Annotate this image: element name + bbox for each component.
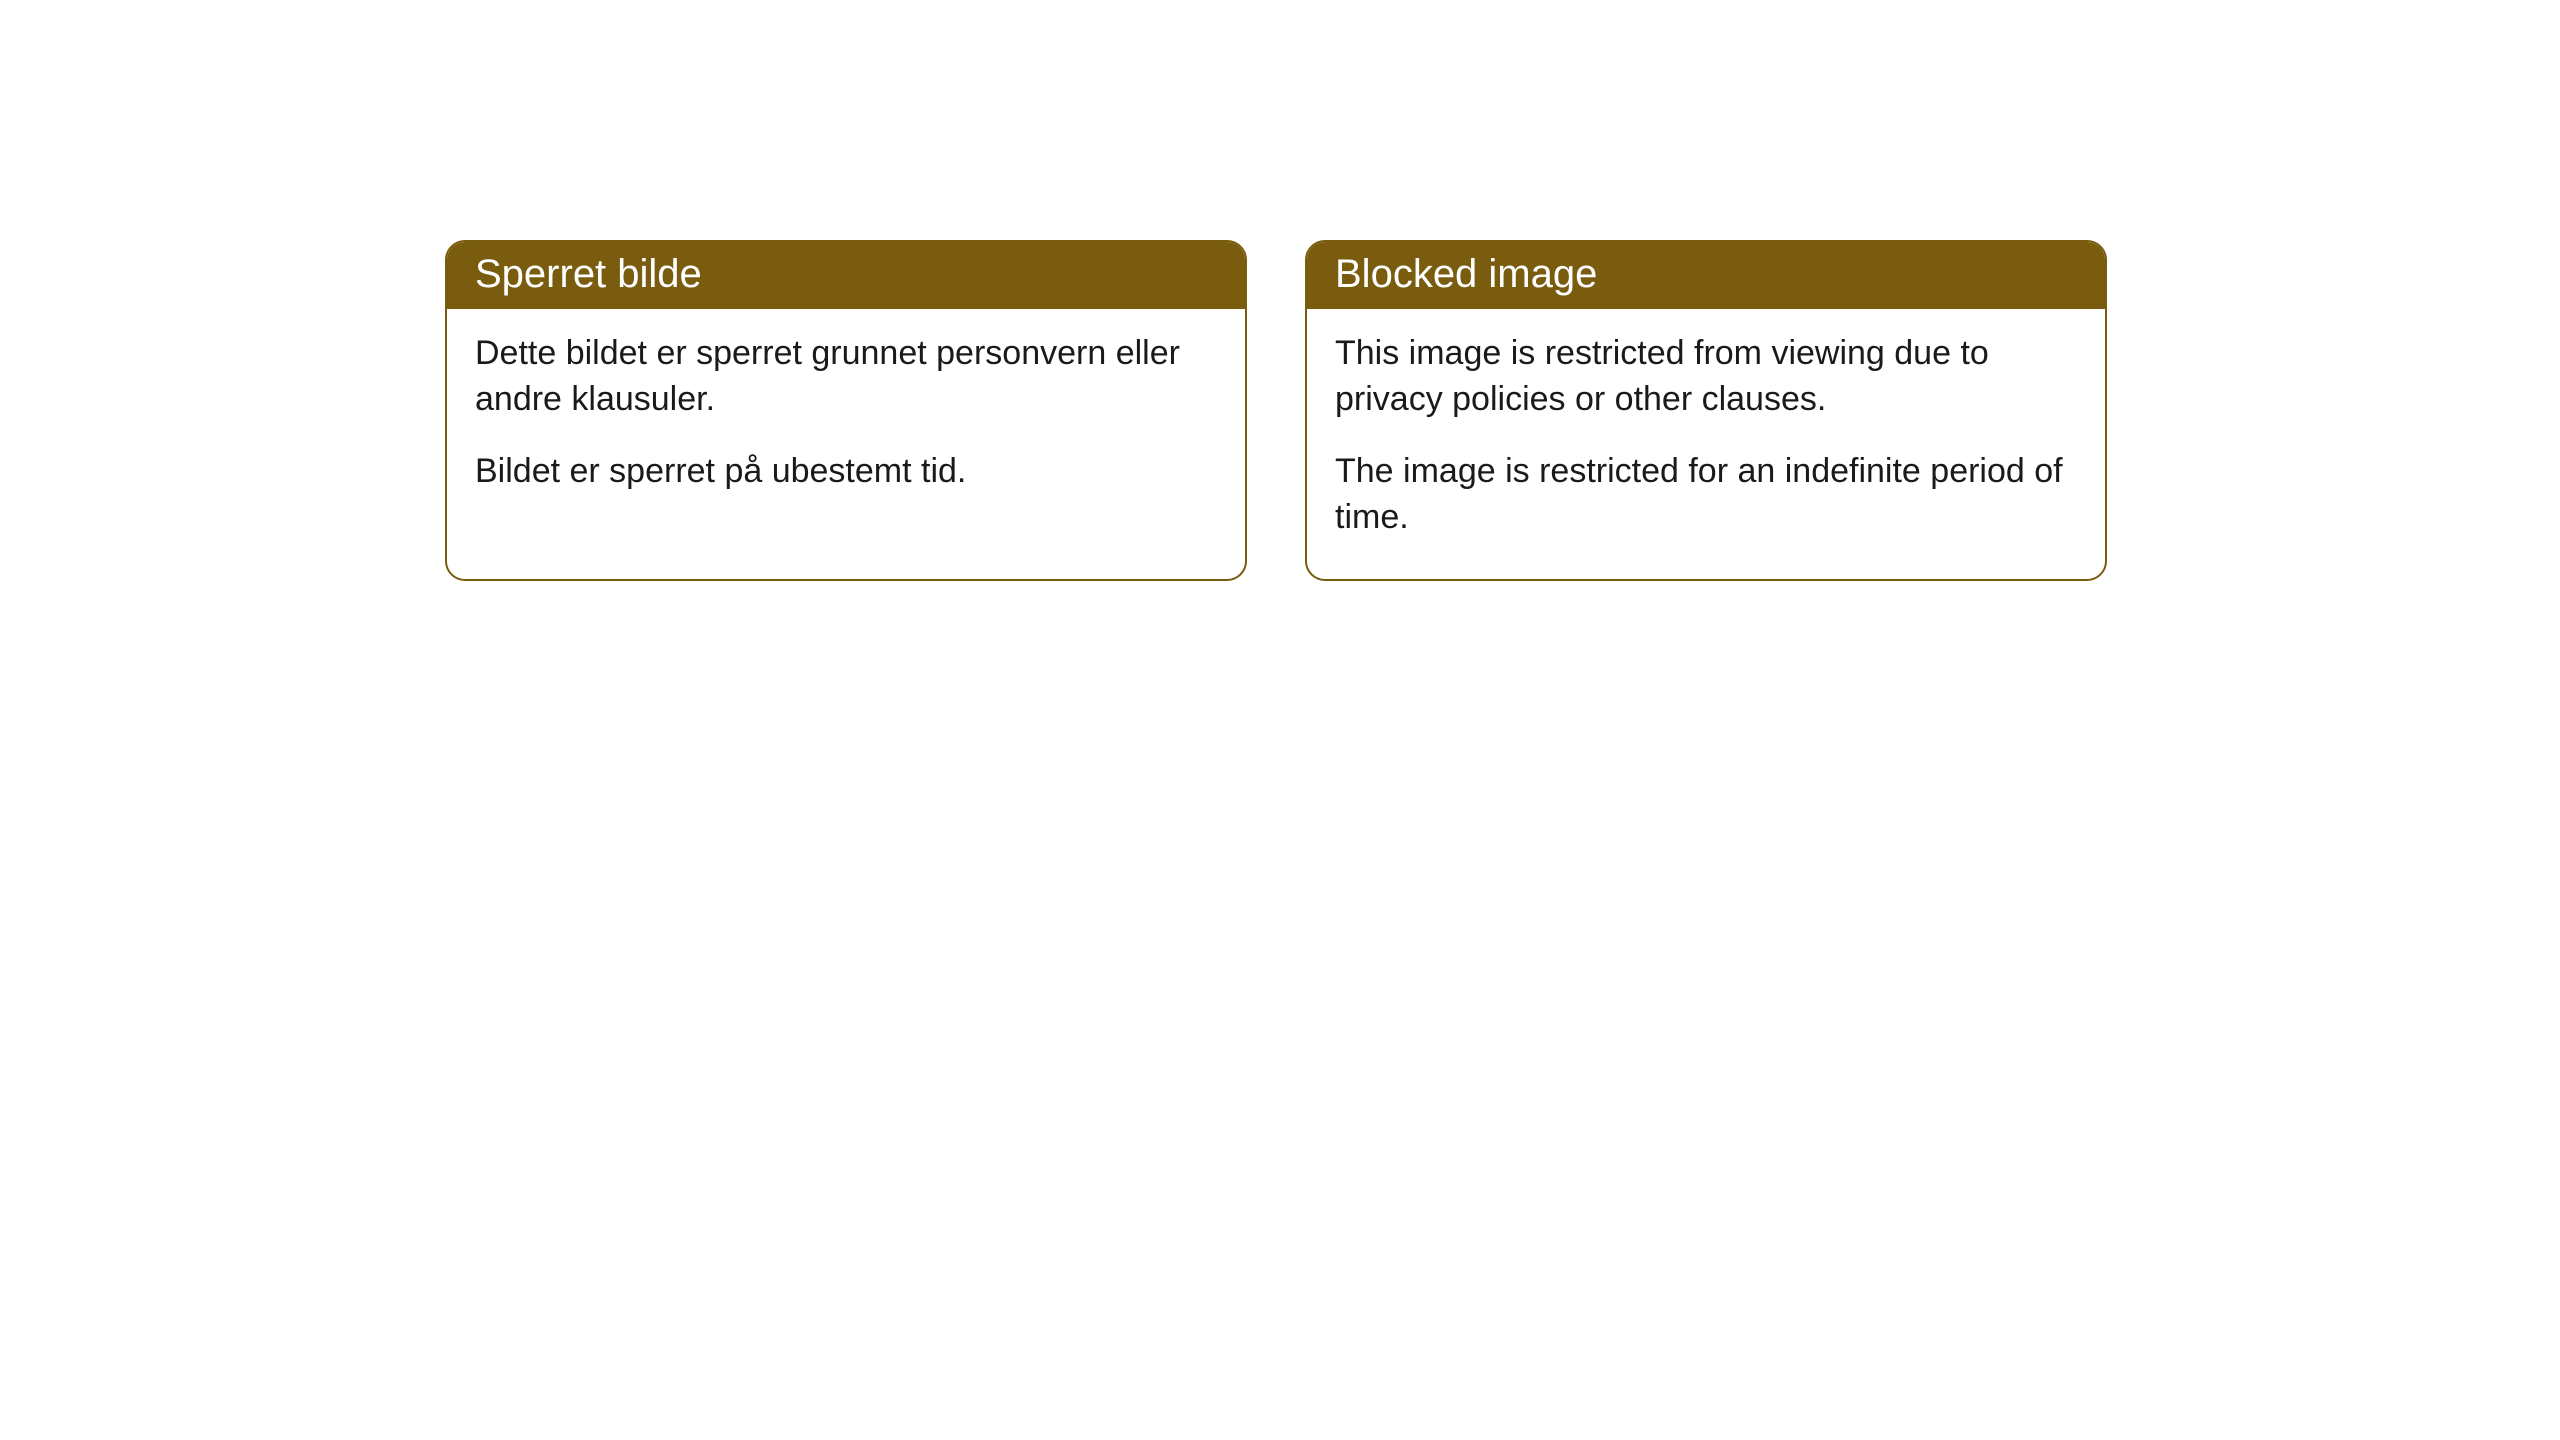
- card-paragraph: Dette bildet er sperret grunnet personve…: [475, 331, 1217, 423]
- card-header: Blocked image: [1307, 242, 2105, 309]
- card-paragraph: This image is restricted from viewing du…: [1335, 331, 2077, 423]
- notice-container: Sperret bilde Dette bildet er sperret gr…: [445, 240, 2107, 581]
- card-body: This image is restricted from viewing du…: [1307, 309, 2105, 579]
- notice-card-norwegian: Sperret bilde Dette bildet er sperret gr…: [445, 240, 1247, 581]
- card-body: Dette bildet er sperret grunnet personve…: [447, 309, 1245, 533]
- card-paragraph: The image is restricted for an indefinit…: [1335, 449, 2077, 541]
- notice-card-english: Blocked image This image is restricted f…: [1305, 240, 2107, 581]
- card-paragraph: Bildet er sperret på ubestemt tid.: [475, 449, 1217, 495]
- card-header: Sperret bilde: [447, 242, 1245, 309]
